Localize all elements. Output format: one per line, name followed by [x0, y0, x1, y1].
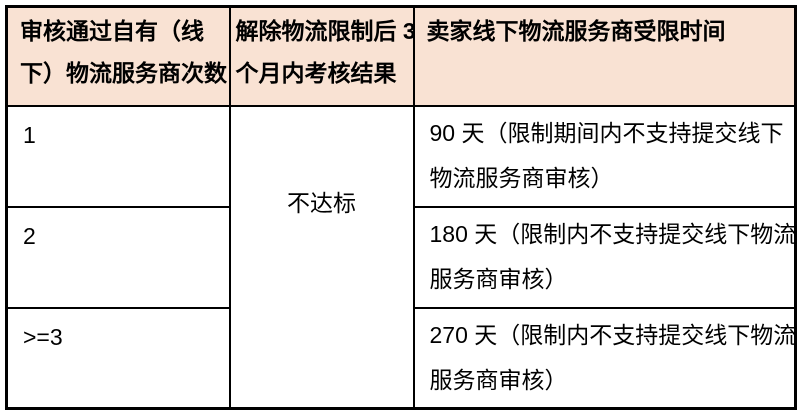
table-row: 1 不达标 90 天（限制期间内不支持提交线下 物流服务商审核） — [5, 104, 797, 409]
cell-restriction-180-days: 180 天（限制内不支持提交线下物流 服务商审核） — [412, 205, 797, 309]
table-header-row: 审核通过自有（线 下）物流服务商次数 解除物流限制后 3 个月内考核结果 卖家线… — [5, 5, 797, 107]
header-seller-restriction-time: 卖家线下物流服务商受限时间 — [412, 5, 797, 107]
cell-count-1: 1 — [5, 104, 231, 208]
cell-assessment-result-merged: 不达标 — [228, 104, 415, 409]
header-assessment-result-3-months: 解除物流限制后 3 个月内考核结果 — [228, 5, 415, 107]
cell-count-2: 2 — [5, 205, 231, 309]
cell-count-gte3: >=3 — [5, 306, 231, 409]
table-row: >=3 270 天（限制内不支持提交线下物流 服务商审核） — [5, 306, 797, 409]
header-approved-provider-count: 审核通过自有（线 下）物流服务商次数 — [5, 5, 231, 107]
cell-restriction-90-days: 90 天（限制期间内不支持提交线下 物流服务商审核） — [412, 104, 797, 208]
logistics-restriction-table: 审核通过自有（线 下）物流服务商次数 解除物流限制后 3 个月内考核结果 卖家线… — [5, 5, 797, 410]
table-row: 2 180 天（限制内不支持提交线下物流 服务商审核） — [5, 205, 797, 309]
cell-restriction-270-days: 270 天（限制内不支持提交线下物流 服务商审核） — [412, 306, 797, 409]
